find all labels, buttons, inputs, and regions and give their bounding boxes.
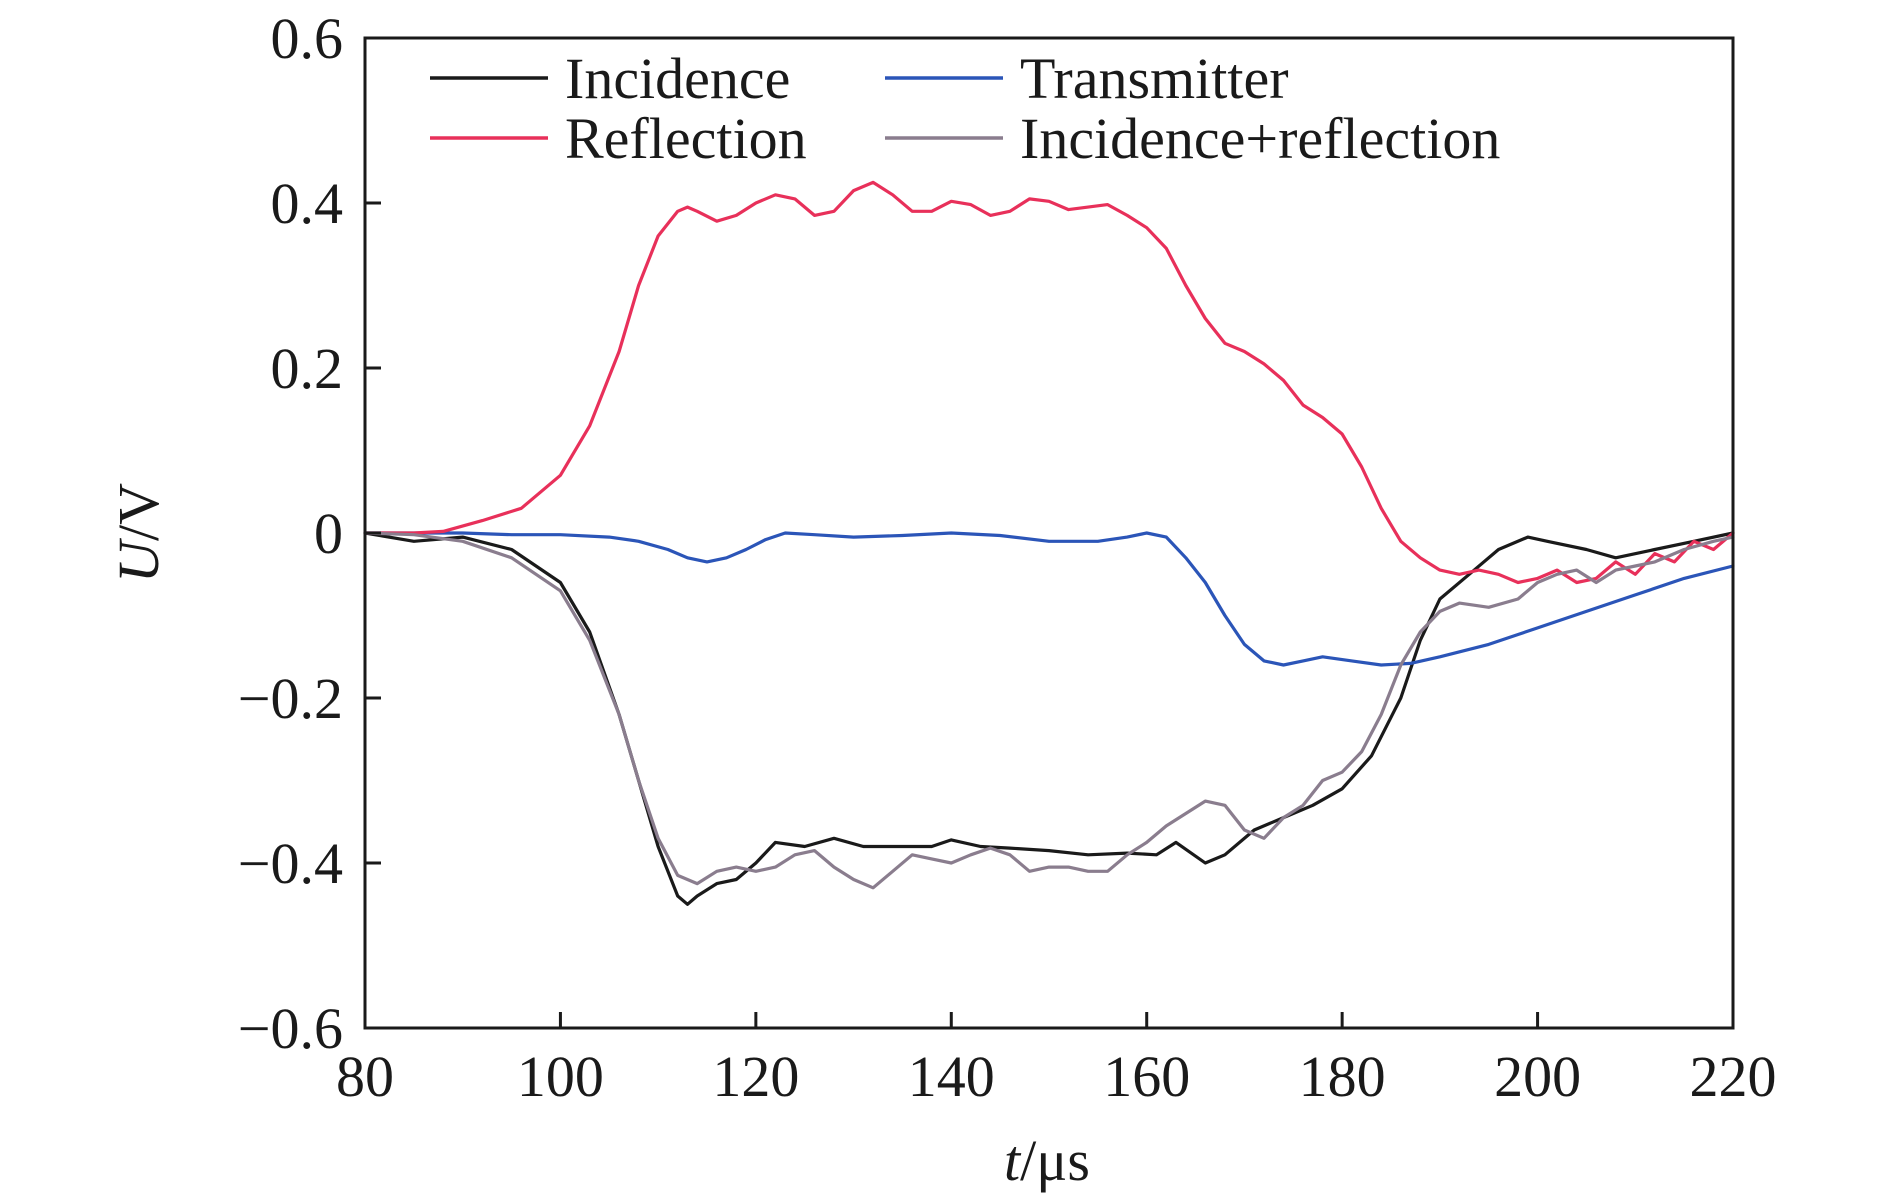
x-tick-label: 140	[908, 1044, 995, 1109]
ticks-layer: 80 100 120 140 160 180 200 220 0.6 0.4 0.2 0 −0.2 −0.…	[238, 6, 1777, 1109]
x-tick-label: 80	[336, 1044, 394, 1109]
x-tick-label: 180	[1299, 1044, 1386, 1109]
x-tick-label: 100	[517, 1044, 604, 1109]
series-layer	[363, 180, 1735, 906]
y-tick-label: 0.2	[271, 336, 344, 401]
legend-label: Transmitter	[1020, 46, 1289, 111]
plot-frame	[363, 36, 1735, 1030]
legend-label: Reflection	[565, 106, 807, 171]
x-tick-label: 160	[1103, 1044, 1190, 1109]
y-tick-label: 0.4	[271, 171, 344, 236]
y-tick-label: 0	[314, 501, 343, 566]
y-tick-label: −0.2	[238, 666, 343, 731]
y-tick-label: 0.6	[271, 6, 344, 71]
x-tick-label: 120	[712, 1044, 799, 1109]
x-axis-label: t/μs	[1004, 1128, 1090, 1193]
legend-label: Incidence+reflection	[1020, 106, 1500, 171]
x-tick-label: 220	[1690, 1044, 1777, 1109]
series-line-2	[363, 531, 1735, 667]
x-tick-label: 200	[1494, 1044, 1581, 1109]
series-line-3	[363, 180, 1735, 585]
y-tick-label: −0.6	[238, 996, 343, 1061]
y-tick-label: −0.4	[238, 831, 343, 896]
series-line-4	[363, 531, 1735, 890]
legend-label: Incidence	[565, 46, 790, 111]
y-axis-label: U/V	[106, 483, 171, 583]
legend: Incidence Transmitter Reflection Incidence+…	[430, 46, 1500, 171]
